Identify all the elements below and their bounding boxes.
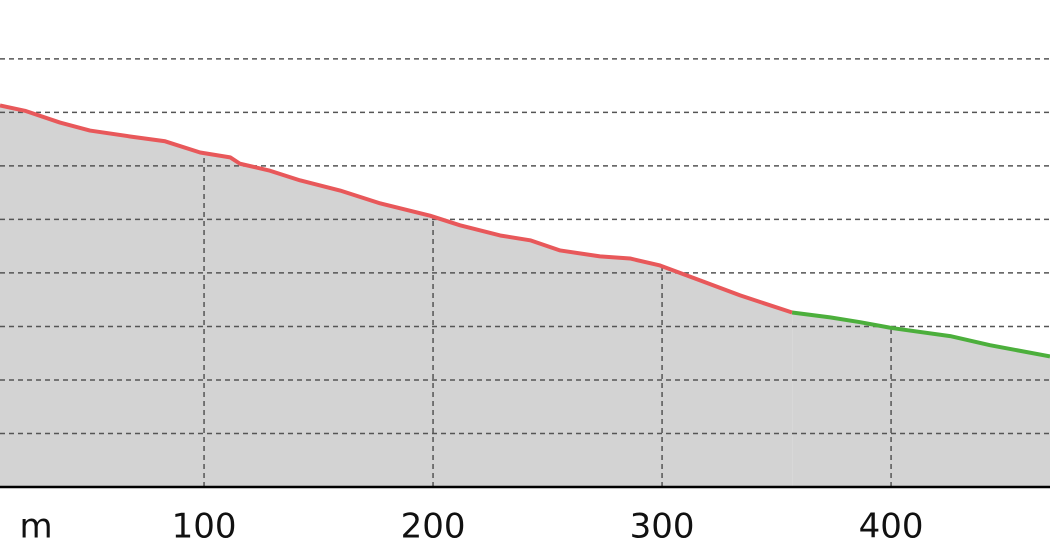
area-fill (0, 105, 793, 487)
x-tick-label: 100 (172, 507, 237, 547)
x-tick-label: 400 (859, 507, 924, 547)
elevation-line (791, 310, 1050, 359)
x-axis-label: m (19, 507, 52, 547)
elevation-line (0, 103, 793, 315)
x-tick-label: 200 (401, 507, 466, 547)
x-tick-label: 300 (630, 507, 695, 547)
area-fill (792, 312, 1050, 487)
